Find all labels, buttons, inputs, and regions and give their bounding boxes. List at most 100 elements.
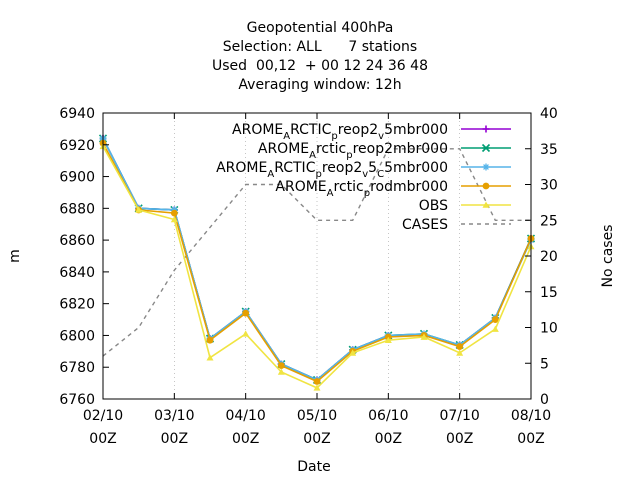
legend-entry: AROMEArcticpreop2mbr000 <box>258 141 511 161</box>
legend-marker <box>482 163 490 171</box>
y2-axis-label: No cases <box>600 225 616 288</box>
legend-entry: AROMEARCTICpreop2v5mbr000 <box>232 122 511 142</box>
legend-entry: OBS <box>419 198 511 214</box>
x-tick-label: 00Z <box>232 431 259 447</box>
legend-label-part: A <box>327 188 334 199</box>
legend-entry: AROMEArcticprodmbr000 <box>275 179 511 199</box>
y2-tick-label: 10 <box>540 321 558 337</box>
data-point <box>242 309 250 317</box>
legend-label-part: CASES <box>402 217 448 233</box>
x-tick-label: 00Z <box>161 431 188 447</box>
legend-label-part: p <box>315 169 321 180</box>
legend-label-part: AROME <box>258 141 309 157</box>
y-tick-label: 6800 <box>59 328 95 344</box>
data-point <box>349 349 357 356</box>
y2-tick-label: 20 <box>540 249 558 265</box>
x-tick-label: 00Z <box>89 431 116 447</box>
x-tick-label: 08/10 <box>511 408 551 424</box>
y2-tick-label: 15 <box>540 285 558 301</box>
legend-label-part: v <box>378 131 384 142</box>
y2-tick-label: 30 <box>540 178 558 194</box>
y-tick-label: 6940 <box>59 106 95 122</box>
x-tick-label: 00Z <box>446 431 473 447</box>
legend-marker <box>481 143 491 153</box>
y2-tick-label: 35 <box>540 142 558 158</box>
legend-label: AROMEArcticpreop2mbr000 <box>258 141 448 161</box>
legend-label-part: C <box>377 169 384 180</box>
data-point <box>456 343 464 350</box>
legend-label-part: A <box>267 169 274 180</box>
data-point <box>206 354 214 361</box>
legend-label: CASES <box>402 217 448 233</box>
legend-label-part: RCTIC <box>274 160 315 176</box>
legend-label-part: reop2mbr000 <box>353 141 448 157</box>
legend-label-part: AROME <box>216 160 267 176</box>
x-tick-label: 00Z <box>517 431 544 447</box>
x-tick-label: 05/10 <box>297 408 337 424</box>
title-line-2: Selection: ALL 7 stations <box>223 39 417 55</box>
legend-label-part: 5mbr000 <box>384 122 448 138</box>
data-point <box>491 316 499 323</box>
y-tick-label: 6820 <box>59 297 95 313</box>
x-axis-label: Date <box>297 459 330 475</box>
legend-label-part: rctic <box>316 141 346 157</box>
legend-label-part: rodmbr000 <box>370 179 448 195</box>
legend-label-part: 5mbr000 <box>384 160 448 176</box>
data-point <box>277 362 285 370</box>
data-point <box>313 384 321 391</box>
y-tick-label: 6900 <box>59 170 95 186</box>
legend-label-part: AROME <box>232 122 283 138</box>
data-point <box>170 209 178 217</box>
data-point <box>277 368 285 375</box>
y-tick-label: 6920 <box>59 138 95 154</box>
y-tick-label: 6840 <box>59 265 95 281</box>
legend-entry: CASES <box>402 217 511 233</box>
y-axis-label: m <box>7 249 23 263</box>
legend-entry: AROMEARCTICpreop2v5C5mbr000 <box>216 160 511 180</box>
y-tick-label: 6880 <box>59 201 95 217</box>
data-point <box>313 378 321 385</box>
y2-tick-label: 40 <box>540 106 558 122</box>
y2-tick-label: 0 <box>540 392 549 408</box>
x-tick-label: 02/10 <box>83 408 123 424</box>
axes: 6760 6780 6800 6820 6840 6860 6880 6900 6920 6940… <box>59 106 557 447</box>
series-5 <box>102 148 531 357</box>
x-tick-label: 07/10 <box>439 408 479 424</box>
legend-marker <box>482 125 490 133</box>
legend-label: AROMEARCTICpreop2v5mbr000 <box>232 122 448 142</box>
data-point <box>135 206 143 213</box>
legend-label: OBS <box>419 198 448 214</box>
y-tick-label: 6780 <box>59 360 95 376</box>
data-point <box>206 336 214 344</box>
legend-label-part: p <box>331 131 337 142</box>
legend-label-part: p <box>364 188 370 199</box>
legend-label-part: A <box>283 131 290 142</box>
legend-label-part: reop2 <box>338 122 378 138</box>
data-point <box>420 333 428 340</box>
legend-label-part: reop2 <box>322 160 362 176</box>
legend-label-part: AROME <box>275 179 326 195</box>
title-line-4: Averaging window: 12h <box>238 77 401 93</box>
title-line-1: Geopotential 400hPa <box>247 20 394 36</box>
legend-label-part: p <box>346 150 352 161</box>
data-point <box>456 349 464 356</box>
data-point <box>384 336 392 344</box>
series-line <box>102 148 531 357</box>
legend-label-part: A <box>309 150 316 161</box>
legend-label-part: rctic <box>334 179 364 195</box>
x-tick-label: 00Z <box>303 431 330 447</box>
title-line-3: Used 00,12 + 00 12 24 36 48 <box>212 58 428 74</box>
legend-label: AROMEArcticprodmbr000 <box>275 179 448 199</box>
legend: AROMEARCTICpreop2v5mbr000AROMEArcticpreo… <box>216 122 511 233</box>
legend-label-part: RCTIC <box>290 122 331 138</box>
x-tick-label: 04/10 <box>225 408 265 424</box>
plot-series <box>98 134 536 391</box>
chart-title: Geopotential 400hPa Selection: ALL 7 sta… <box>212 20 428 93</box>
y-tick-label: 6760 <box>59 392 95 408</box>
y-tick-label: 6860 <box>59 233 95 249</box>
legend-marker <box>482 182 490 190</box>
legend-label: AROMEARCTICpreop2v5C5mbr000 <box>216 160 448 180</box>
data-point <box>491 325 499 332</box>
x-tick-label: 00Z <box>375 431 402 447</box>
y2-tick-label: 25 <box>540 213 558 229</box>
